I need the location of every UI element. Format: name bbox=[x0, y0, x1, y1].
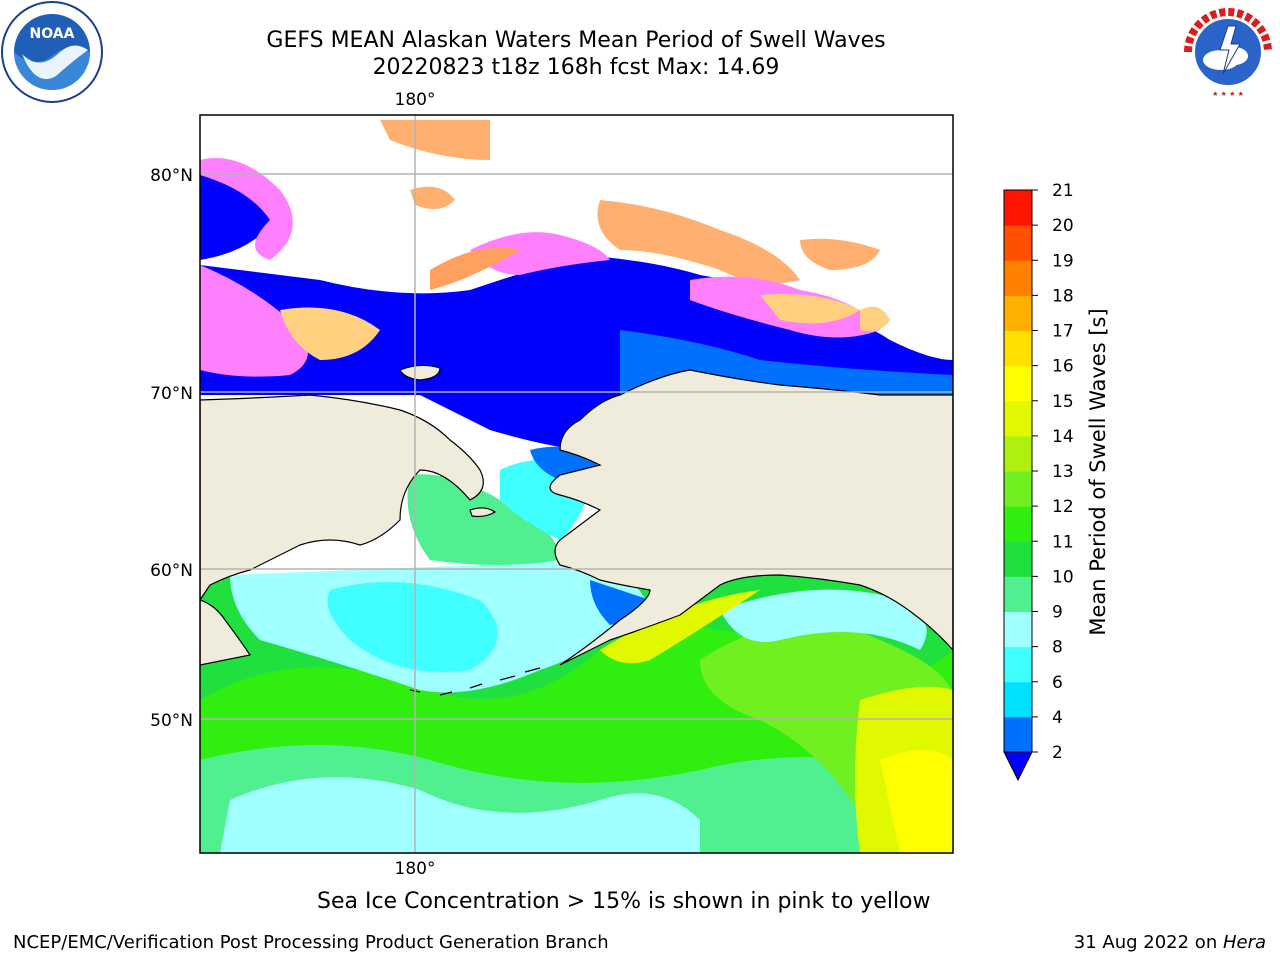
colorbar-segment bbox=[1004, 190, 1032, 226]
wrangel-island bbox=[399, 364, 441, 381]
sea-ice-note: Sea Ice Concentration > 15% is shown in … bbox=[317, 889, 931, 914]
colorbar-tick-label: 14 bbox=[1052, 427, 1074, 447]
colorbar-tick-label: 10 bbox=[1052, 567, 1074, 587]
colorbar-tick-label: 12 bbox=[1052, 497, 1074, 517]
graticule bbox=[200, 115, 953, 853]
colorbar-tick-label: 18 bbox=[1052, 286, 1074, 306]
footer-host: Hera bbox=[1222, 932, 1266, 953]
colorbar-segment bbox=[1004, 471, 1032, 507]
st-lawrence-island bbox=[469, 507, 497, 518]
colorbar-segment bbox=[1004, 611, 1032, 648]
colorbar-tick-label: 15 bbox=[1052, 392, 1074, 412]
alaska-land bbox=[549, 369, 953, 666]
colorbar-title: Mean Period of Swell Waves [s] bbox=[1086, 308, 1110, 635]
lon-label-top: 180° bbox=[395, 90, 436, 110]
colorbar-tick-label: 19 bbox=[1052, 251, 1074, 271]
colorbar: 2 4 6 8 9 10 11 12 13 14 15 16 17 18 19 20 21 bbox=[1003, 181, 1074, 782]
footer-date: 31 Aug 2022 on Hera bbox=[1074, 932, 1266, 953]
colorbar-segment bbox=[1004, 576, 1032, 612]
colorbar-tick-label: 11 bbox=[1052, 532, 1074, 552]
colorbar-tick-label: 16 bbox=[1052, 357, 1074, 377]
colorbar-segment bbox=[1004, 330, 1032, 367]
colorbar-segment bbox=[1004, 646, 1032, 683]
map-title: GEFS MEAN Alaskan Waters Mean Period of … bbox=[266, 28, 886, 53]
colorbar-tick-label: 17 bbox=[1052, 322, 1074, 342]
lat-label-80: 80°N bbox=[150, 166, 193, 186]
colorbar-tick-label: 13 bbox=[1052, 462, 1074, 482]
colorbar-segment bbox=[1004, 506, 1032, 542]
colorbar-tick-label: 4 bbox=[1052, 708, 1063, 728]
colorbar-segment bbox=[1004, 681, 1032, 718]
colorbar-segment bbox=[1004, 365, 1032, 402]
lat-label-50: 50°N bbox=[150, 711, 193, 731]
colorbar-segment bbox=[1004, 716, 1032, 753]
noaa-logo: NOAA bbox=[1, 1, 103, 103]
swell-field-south bbox=[200, 575, 953, 853]
siberia-land bbox=[200, 394, 484, 602]
nws-logo: ★ ★ ★ ★ bbox=[1179, 3, 1277, 101]
colorbar-tick-label: 2 bbox=[1052, 743, 1063, 763]
colorbar-tick-label: 8 bbox=[1052, 638, 1063, 658]
map-frame bbox=[199, 114, 954, 854]
colorbar-tick-label: 9 bbox=[1052, 603, 1063, 623]
colorbar-tick-label: 20 bbox=[1052, 216, 1074, 236]
map-subtitle: 20220823 t18z 168h fcst Max: 14.69 bbox=[372, 55, 780, 80]
svg-text:★ ★ ★ ★: ★ ★ ★ ★ bbox=[1212, 90, 1244, 98]
colorbar-tick-label: 21 bbox=[1052, 181, 1074, 201]
colorbar-segment bbox=[1004, 295, 1032, 331]
lat-label-70: 70°N bbox=[150, 384, 193, 404]
colorbar-segment bbox=[1004, 260, 1032, 296]
lat-label-60: 60°N bbox=[150, 561, 193, 581]
colorbar-under-triangle bbox=[1003, 751, 1033, 782]
footer-date-text: 31 Aug 2022 on bbox=[1073, 932, 1223, 953]
colorbar-segment bbox=[1004, 225, 1032, 261]
footer-credit: NCEP/EMC/Verification Post Processing Pr… bbox=[13, 932, 609, 953]
colorbar-segment bbox=[1004, 541, 1032, 577]
noaa-logo-text: NOAA bbox=[30, 26, 75, 42]
lon-label-bottom: 180° bbox=[395, 859, 436, 879]
colorbar-segment bbox=[1004, 435, 1032, 472]
colorbar-tick-label: 6 bbox=[1052, 673, 1063, 693]
kamchatka-land bbox=[200, 599, 251, 666]
map-area bbox=[200, 115, 953, 853]
land-masses bbox=[200, 364, 953, 696]
colorbar-segment bbox=[1004, 400, 1032, 437]
